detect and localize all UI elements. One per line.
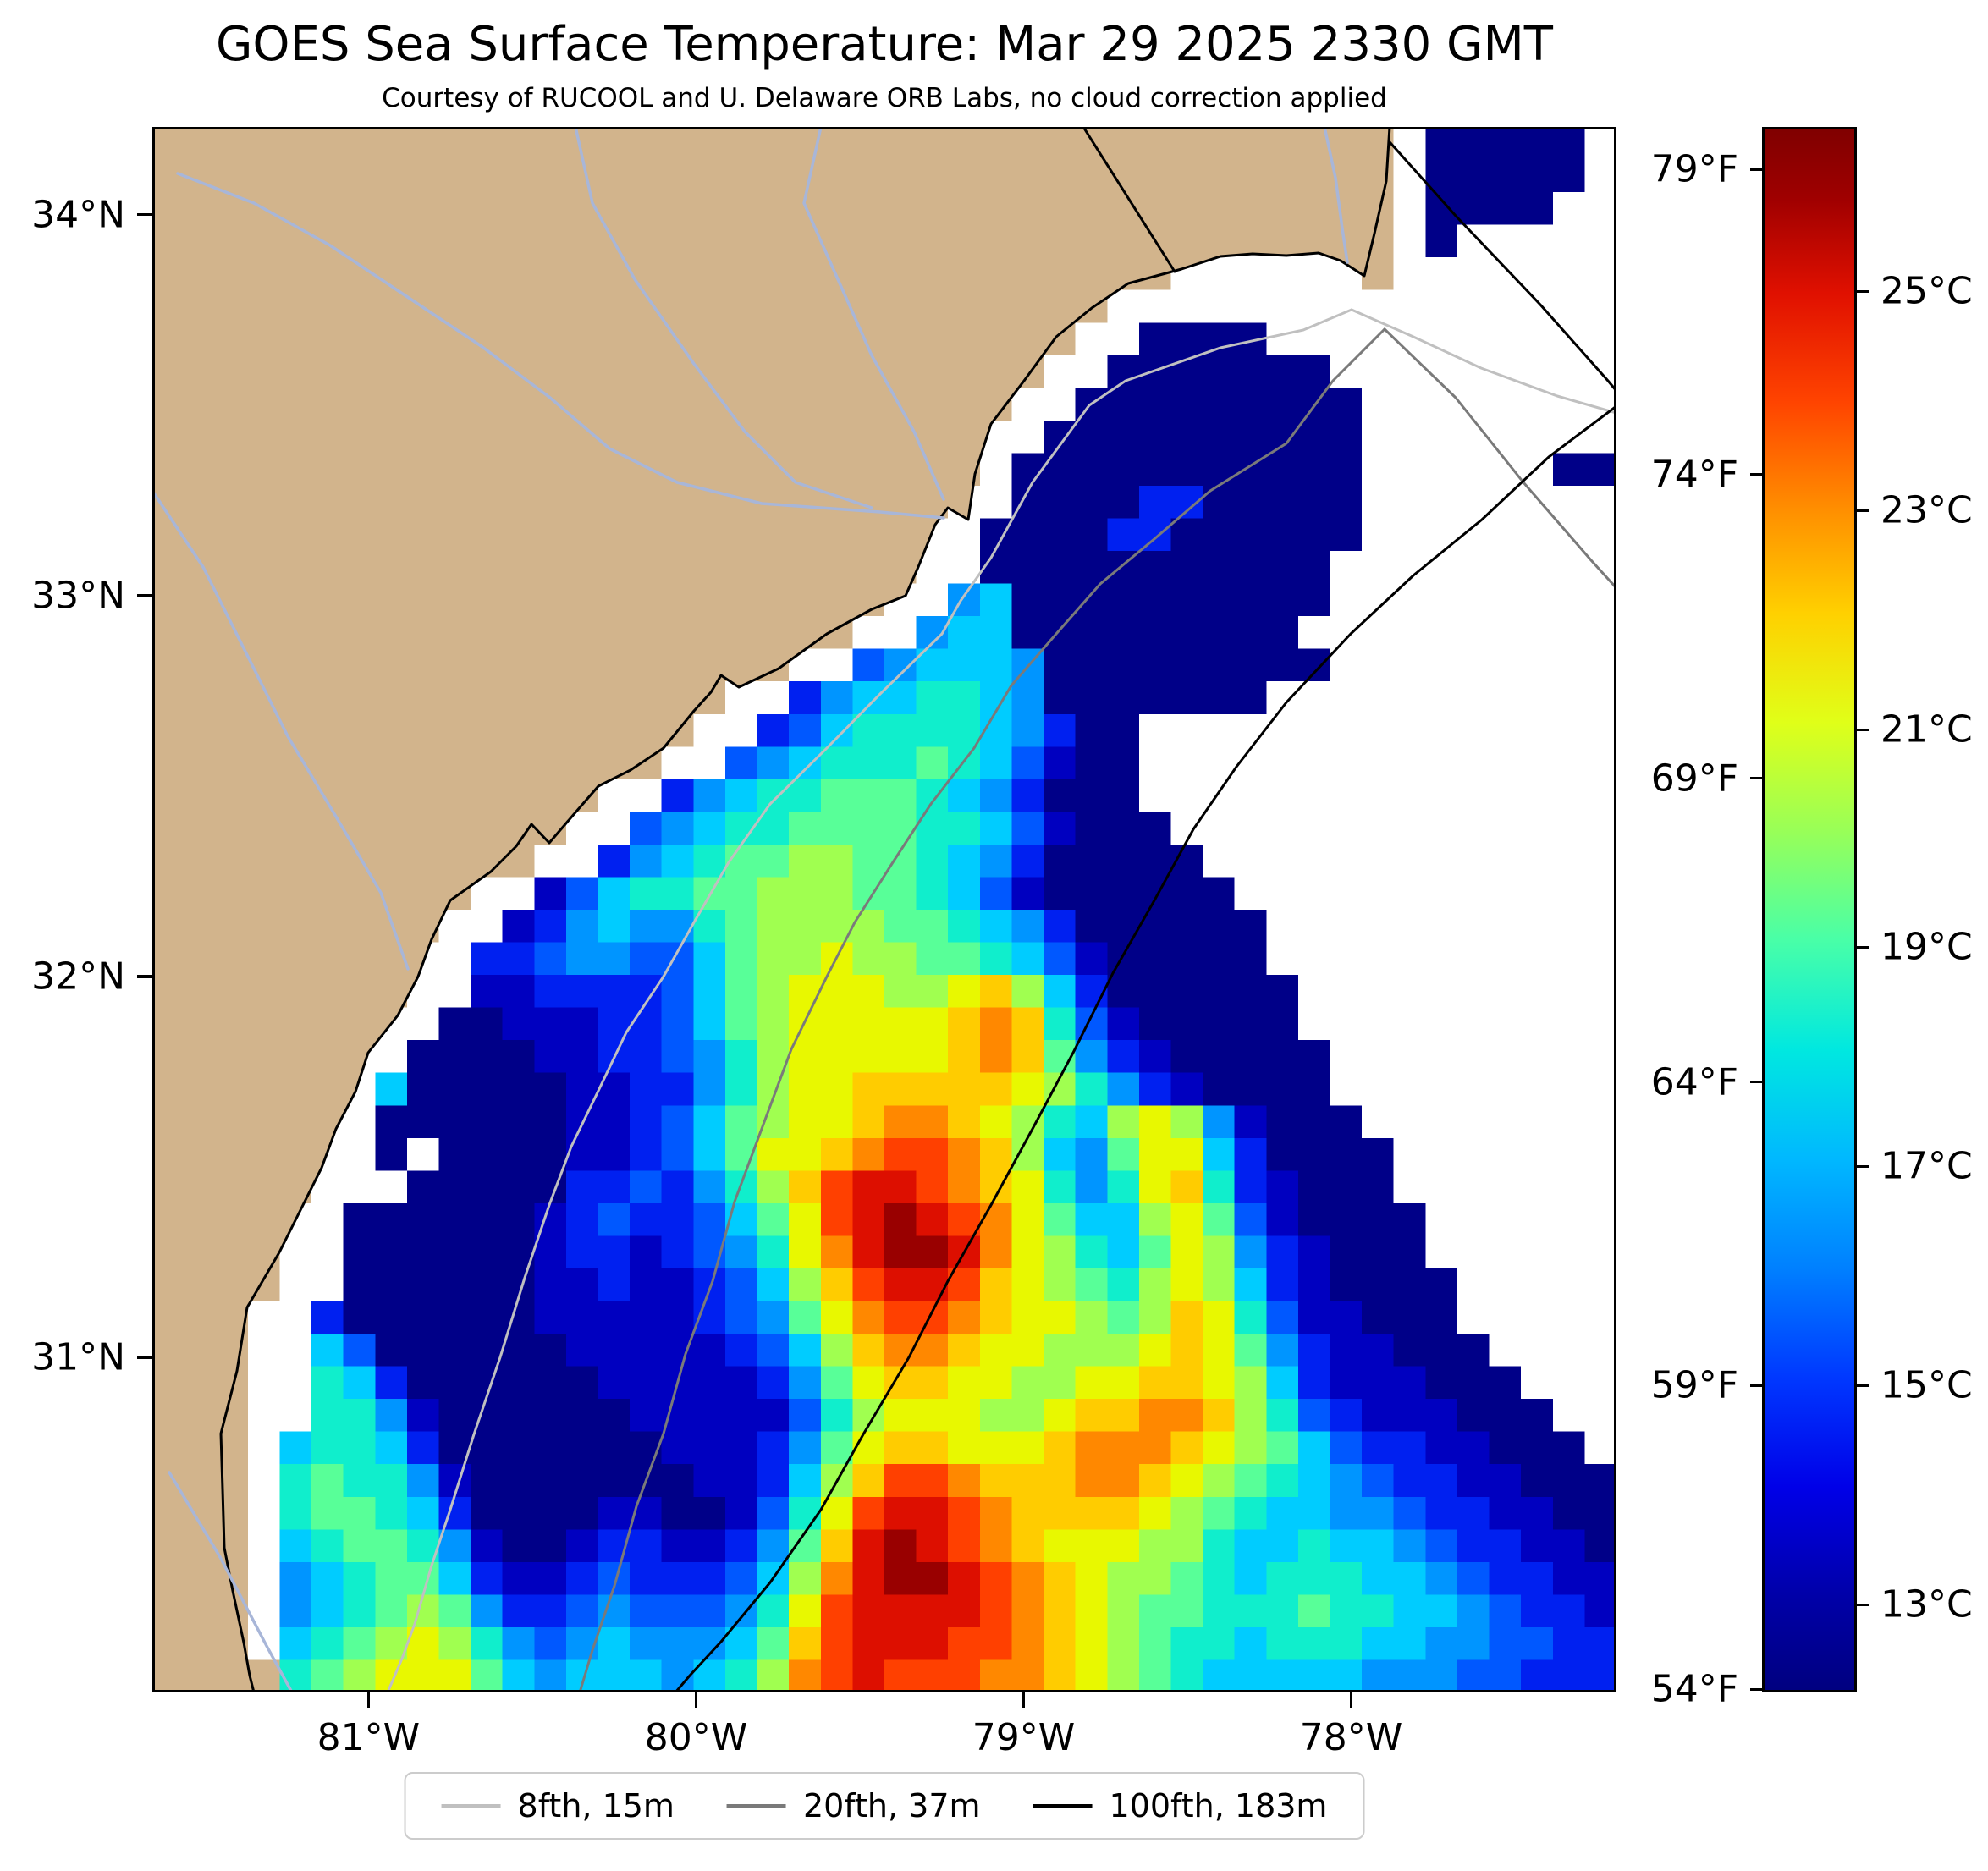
- legend-item-label: 100fth, 183m: [1109, 1787, 1328, 1824]
- legend-item-100fth: 100fth, 183m: [1033, 1787, 1328, 1824]
- contour-legend: 8fth, 15m 20fth, 37m 100fth, 183m: [404, 1772, 1365, 1840]
- colorbar-c-tick-mark: [1857, 509, 1869, 512]
- isobath-contour-line: [578, 327, 1386, 1692]
- colorbar-f-tick-label: 64°F: [1650, 1060, 1738, 1103]
- colorbar-f-tick-label: 59°F: [1650, 1363, 1738, 1407]
- colorbar-c-tick-label: 15°C: [1881, 1363, 1973, 1407]
- colorbar-f-tick-label: 74°F: [1650, 453, 1738, 497]
- y-tick-mark: [137, 212, 152, 217]
- y-tick-mark: [137, 593, 152, 597]
- colorbar-f-tick-mark: [1750, 168, 1762, 171]
- isobath-contour-line: [386, 308, 1353, 1692]
- river-line: [802, 127, 945, 501]
- map-overlay-svg: [152, 127, 1616, 1692]
- x-tick-label: 81°W: [317, 1716, 421, 1759]
- isobath-contour-line: [1374, 127, 1616, 393]
- x-tick-label: 78°W: [1299, 1716, 1403, 1759]
- colorbar-f-tick-mark: [1750, 1687, 1762, 1692]
- colorbar-c-tick-mark: [1857, 1164, 1869, 1169]
- river-line: [574, 127, 873, 509]
- legend-item-20fth: 20fth, 37m: [726, 1787, 981, 1824]
- y-tick-label: 34°N: [31, 193, 125, 237]
- colorbar-c-tick-label: 19°C: [1881, 925, 1973, 969]
- x-tick-mark: [1022, 1692, 1026, 1708]
- isobath-contour-line: [1383, 327, 1616, 590]
- river-line: [168, 1471, 294, 1692]
- colorbar-f-tick-mark: [1750, 776, 1762, 780]
- map-plot: [152, 127, 1616, 1692]
- x-tick-label: 80°W: [644, 1716, 748, 1759]
- colorbar-f-tick-mark: [1750, 1384, 1762, 1388]
- colorbar-f-tick-label: 54°F: [1650, 1667, 1738, 1711]
- river-line: [176, 172, 945, 520]
- colorbar-c-tick-mark: [1857, 1603, 1869, 1607]
- legend-item-8fth: 8fth, 15m: [441, 1787, 675, 1824]
- figure-title: GOES Sea Surface Temperature: Mar 29 202…: [216, 17, 1553, 72]
- x-tick-mark: [366, 1692, 371, 1708]
- colorbar-c-tick-label: 13°C: [1881, 1582, 1973, 1626]
- x-tick-label: 79°W: [972, 1716, 1076, 1759]
- legend-line-sample-8fth: [441, 1804, 501, 1808]
- colorbar-c-tick-label: 25°C: [1881, 269, 1973, 313]
- x-tick-mark: [1349, 1692, 1353, 1708]
- colorbar: [1762, 127, 1857, 1692]
- legend-item-label: 8fth, 15m: [517, 1787, 675, 1824]
- x-tick-mark: [694, 1692, 698, 1708]
- colorbar-c-tick-mark: [1857, 728, 1869, 731]
- colorbar-f-tick-mark: [1750, 1080, 1762, 1084]
- colorbar-c-tick-label: 23°C: [1881, 488, 1973, 532]
- legend-line-sample-100fth: [1033, 1804, 1093, 1808]
- y-tick-label: 31°N: [31, 1335, 125, 1379]
- figure-subtitle: Courtesy of RUCOOL and U. Delaware ORB L…: [382, 83, 1387, 113]
- state-border-line: [1082, 127, 1176, 273]
- colorbar-f-tick-label: 69°F: [1650, 757, 1738, 801]
- colorbar-c-tick-label: 21°C: [1881, 707, 1973, 751]
- isobath-contour-line: [1350, 308, 1616, 415]
- isobath-contour-line: [674, 404, 1616, 1692]
- colorbar-c-tick-mark: [1857, 1384, 1869, 1388]
- y-tick-mark: [137, 1356, 152, 1359]
- river-line: [1323, 127, 1349, 264]
- land-coastline: [152, 127, 1391, 1692]
- legend-item-label: 20fth, 37m: [802, 1787, 981, 1824]
- colorbar-f-tick-mark: [1750, 472, 1762, 476]
- river-line: [152, 489, 410, 971]
- y-tick-label: 33°N: [31, 574, 125, 618]
- colorbar-c-tick-mark: [1857, 289, 1869, 293]
- y-tick-mark: [137, 975, 152, 978]
- colorbar-f-tick-label: 79°F: [1650, 147, 1738, 191]
- y-tick-label: 32°N: [31, 955, 125, 999]
- colorbar-c-tick-label: 17°C: [1881, 1144, 1973, 1188]
- colorbar-c-tick-mark: [1857, 945, 1869, 949]
- legend-line-sample-20fth: [726, 1804, 786, 1808]
